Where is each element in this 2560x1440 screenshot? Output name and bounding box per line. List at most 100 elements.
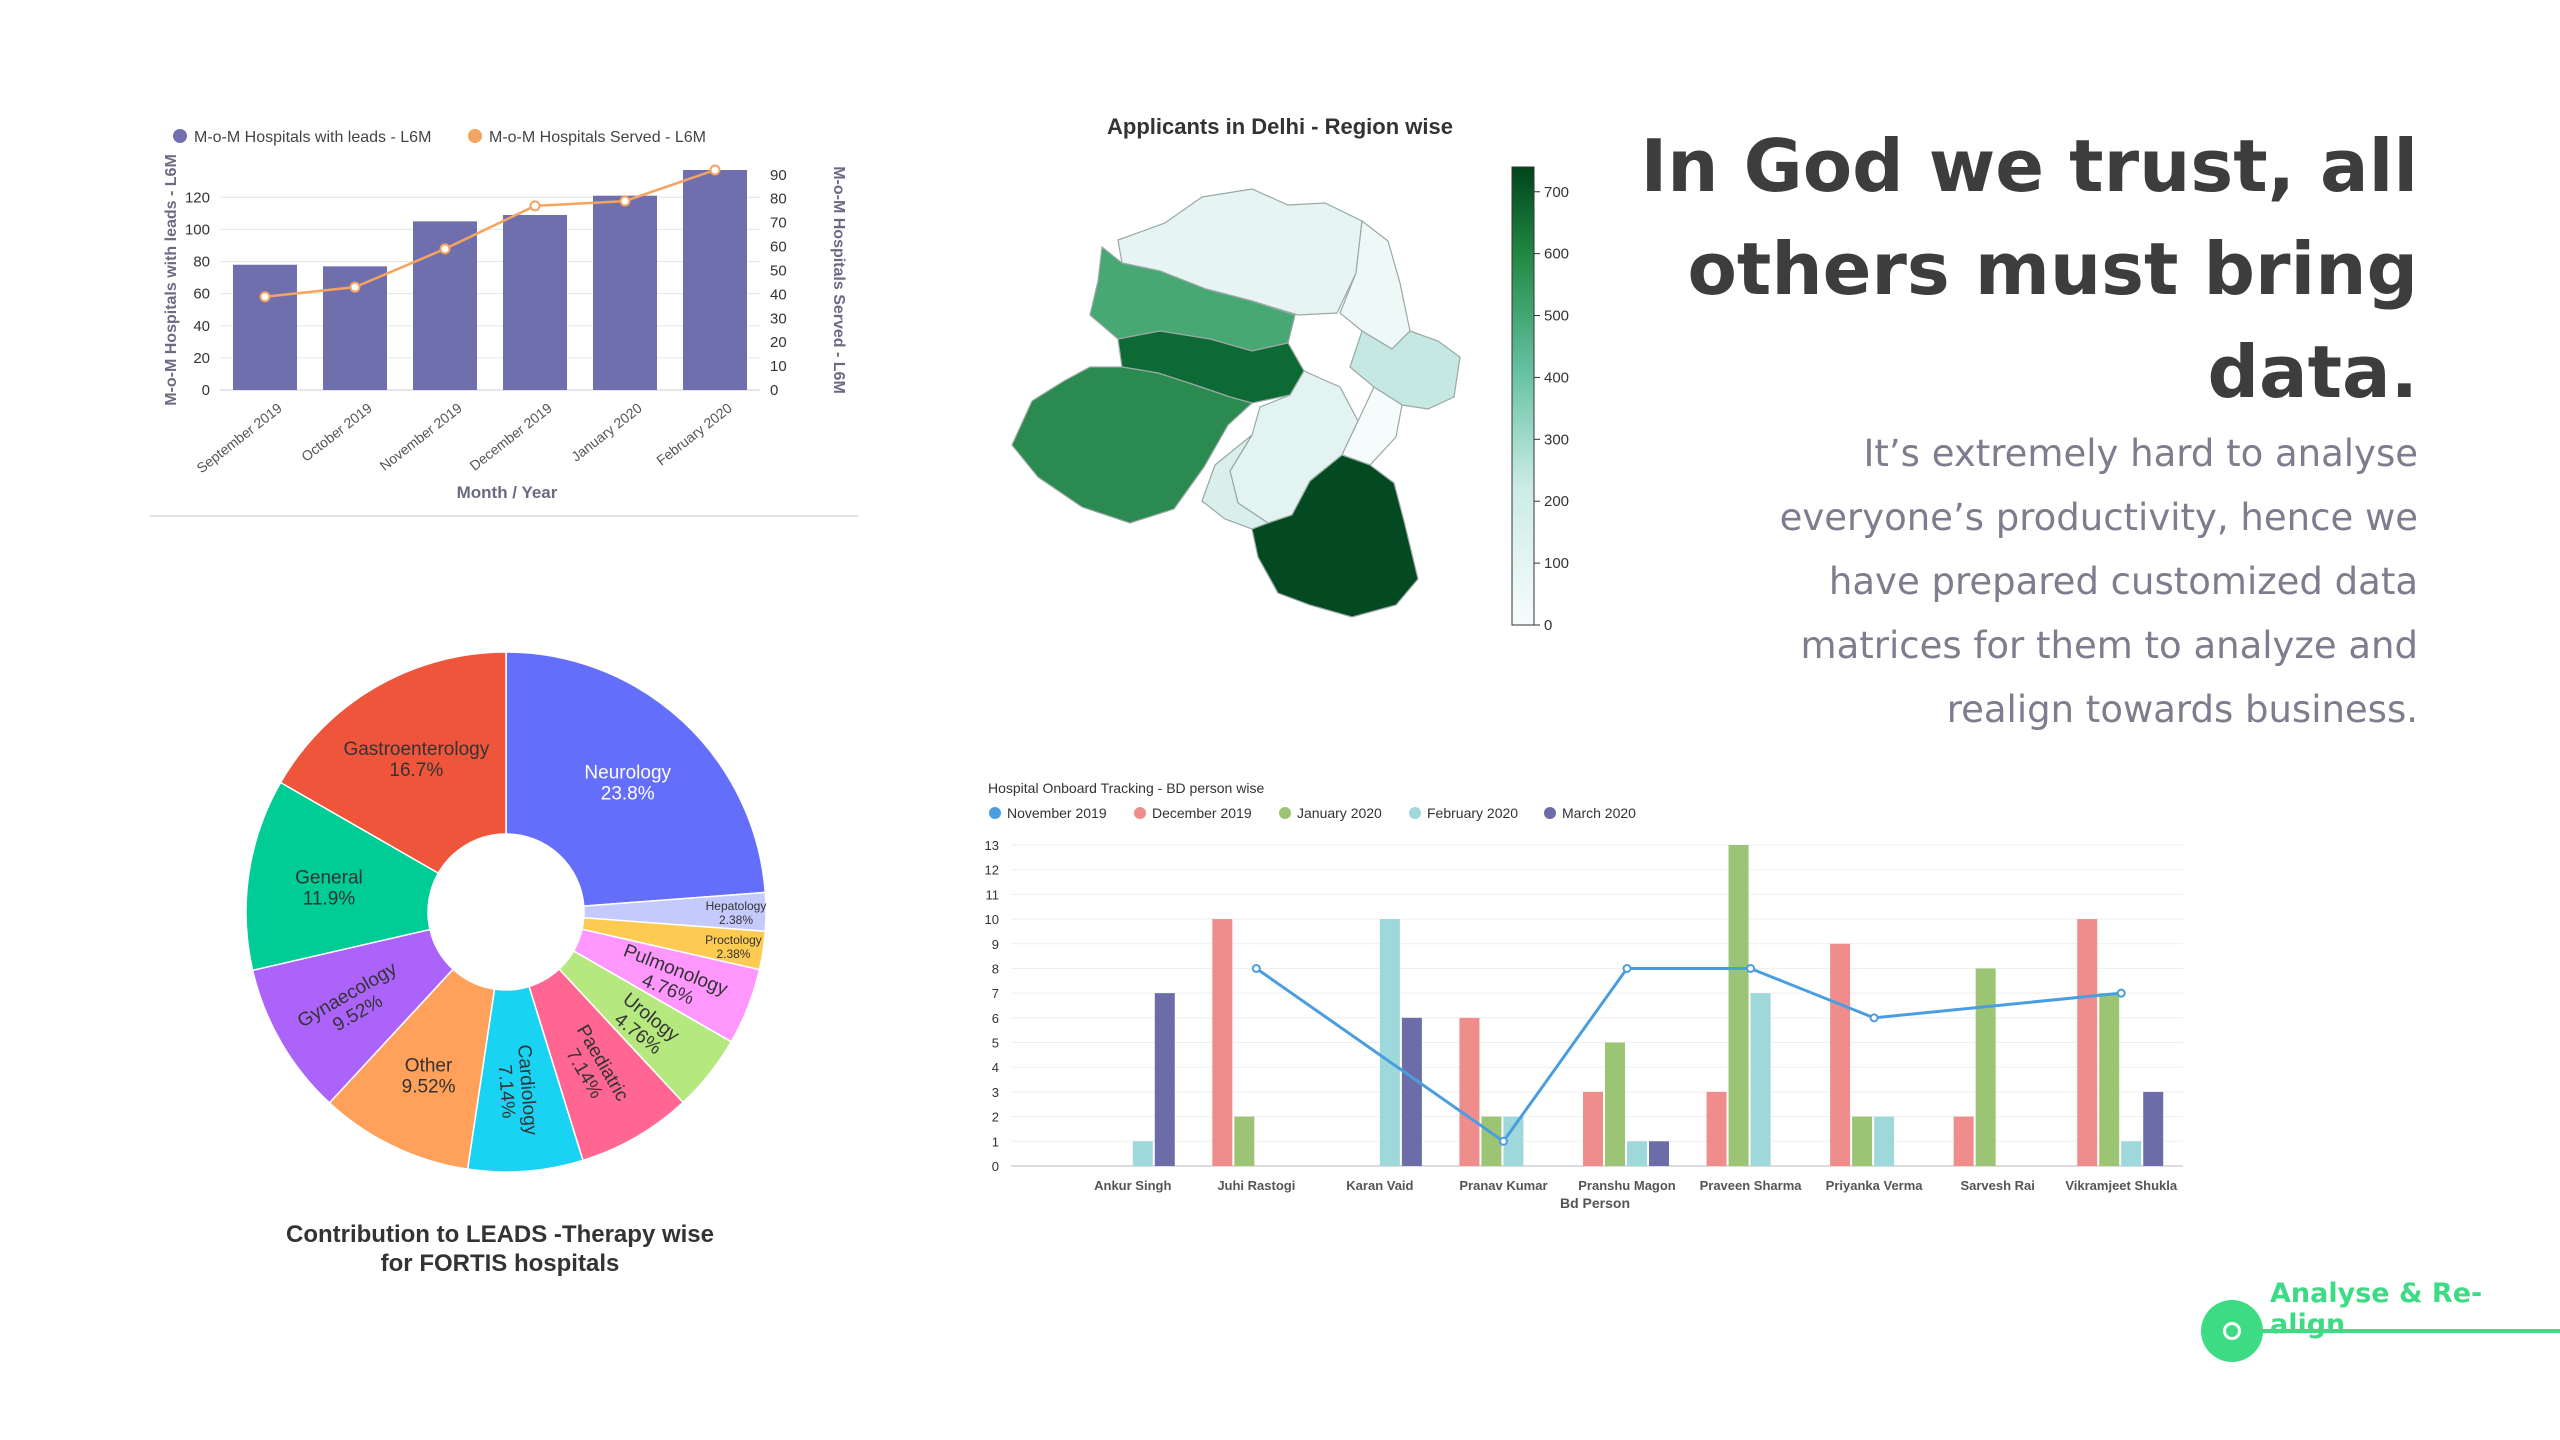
slice-label: Neurology <box>584 763 671 784</box>
bar-january-2020 <box>2099 993 2120 1166</box>
y2-axis-title: M-o-M Hospitals Served - L6M <box>830 166 847 394</box>
y-tick-label: 8 <box>992 961 999 976</box>
donut-caption-line-1: Contribution to LEADS -Therapy wise <box>285 1221 714 1248</box>
bar-december-2019 <box>2077 919 2098 1166</box>
bar-march-2020 <box>1649 1141 1669 1166</box>
y-tick-label: 9 <box>992 937 999 952</box>
legend-marker-1 <box>989 807 1001 819</box>
colorbar-tick-label: 200 <box>1544 493 1569 510</box>
served-point <box>709 164 721 176</box>
y-tick-label: 11 <box>986 887 1000 902</box>
y-tick-label: 10 <box>985 912 999 927</box>
slice-percent: 2.38% <box>719 913 753 927</box>
legend-label-3: January 2020 <box>1297 805 1382 821</box>
y2-tick-label: 90 <box>770 167 787 184</box>
bar-december-2019 <box>1212 919 1233 1166</box>
y-tick-label: 6 <box>992 1011 999 1026</box>
y-tick-label: 7 <box>992 986 999 1001</box>
bar-january-2020 <box>1728 845 1749 1166</box>
november-point <box>2116 988 2126 998</box>
legend-marker-4 <box>1409 807 1421 819</box>
legend-label-2: M-o-M Hospitals Served - L6M <box>489 129 706 146</box>
legend-marker-2 <box>468 129 482 143</box>
november-point <box>1498 1136 1508 1146</box>
y-tick-label: 5 <box>992 1036 999 1051</box>
slice-percent: 11.9% <box>303 889 356 910</box>
slice-label: Other <box>405 1055 453 1076</box>
y2-tick-label: 0 <box>770 382 778 399</box>
donut-caption: Contribution to LEADS -Therapy wise for … <box>220 1220 780 1278</box>
y-tick-label: 12 <box>985 863 999 878</box>
legend-label-1: November 2019 <box>1007 805 1107 821</box>
footer-line <box>2230 1329 2560 1333</box>
y2-tick-label: 20 <box>770 334 787 351</box>
subtext-paragraph: It’s extremely hard to analyse everyone’… <box>1779 432 2418 731</box>
colorbar <box>1511 166 1535 626</box>
bar-january-2020 <box>1852 1116 1873 1166</box>
x-tick-label: Karan Vaid <box>1346 1178 1413 1193</box>
slice-label: Gastroenterology <box>343 739 489 760</box>
bar-february-2020 <box>683 170 747 390</box>
colorbar-tick-label: 500 <box>1544 308 1569 325</box>
bar-september-2019 <box>233 264 297 390</box>
map-region-7 <box>1349 330 1461 410</box>
served-point <box>439 243 451 255</box>
footer-label: Analyse & Re-align <box>2270 1278 2483 1340</box>
bar-december-2019 <box>1583 1091 1603 1166</box>
colorbar-tick-label: 400 <box>1544 369 1569 386</box>
colorbar-tick-label: 600 <box>1544 246 1569 263</box>
x-tick-label: Priyanka Verma <box>1826 1178 1924 1193</box>
bar-february-2020 <box>1503 1116 1524 1166</box>
y-tick-label: 20 <box>193 350 210 367</box>
slice-percent: 9.52% <box>402 1076 456 1097</box>
bar-january-2020 <box>1234 1116 1255 1166</box>
x-tick-label: Ankur Singh <box>1094 1178 1171 1193</box>
colorbar-tick-label: 0 <box>1544 617 1552 634</box>
y2-tick-label: 70 <box>770 215 787 232</box>
bar-january-2020 <box>1605 1042 1625 1166</box>
slice-gynaecology <box>251 928 455 1104</box>
slice-percent: 2.38% <box>716 947 750 961</box>
map-region-5 <box>1011 366 1254 524</box>
legend-label-5: March 2020 <box>1562 805 1636 821</box>
y-tick-label: 3 <box>992 1085 999 1100</box>
x-tick-label: Sarvesh Rai <box>1960 1178 2034 1193</box>
x-tick-label: Juhi Rastogi <box>1217 1178 1295 1193</box>
y-tick-label: 4 <box>992 1060 999 1075</box>
november-point <box>1622 963 1632 973</box>
map-region-10 <box>1201 434 1270 530</box>
x-tick-label: December 2019 <box>466 400 555 474</box>
y-tick-label: 100 <box>185 221 210 238</box>
y2-tick-label: 10 <box>770 358 787 375</box>
served-line <box>264 168 716 298</box>
x-tick-label: November 2019 <box>376 400 465 474</box>
x-tick-label: February 2020 <box>653 400 735 469</box>
y2-tick-label: 60 <box>770 239 787 256</box>
bar-february-2020 <box>1627 1141 1647 1166</box>
bar-march-2020 <box>1401 1017 1422 1166</box>
y-axis-title: M-o-M Hospitals with leads - L6M <box>163 154 180 406</box>
bar-december-2019 <box>1459 1017 1480 1166</box>
mom-hospitals-chart: M-o-M Hospitals with leads - L6M M-o-M Ho… <box>150 129 858 517</box>
bar-january-2020 <box>1481 1116 1502 1166</box>
bar-january-2020 <box>1975 968 1996 1166</box>
x-tick-label: January 2020 <box>568 400 645 465</box>
colorbar-tick-label: 100 <box>1544 555 1569 572</box>
slice-other <box>328 968 496 1170</box>
legend-label-4: February 2020 <box>1427 805 1518 821</box>
y-tick-label: 0 <box>992 1159 999 1174</box>
x-tick-label: Praveen Sharma <box>1700 1178 1803 1193</box>
bar-december-2019 <box>1953 1116 1974 1166</box>
headline: In God we trust, all others must bring d… <box>1640 124 2418 414</box>
y2-tick-label: 80 <box>770 191 787 208</box>
legend-label-2: December 2019 <box>1152 805 1252 821</box>
slice-label: Proctology <box>705 933 762 947</box>
y-tick-label: 120 <box>185 189 210 206</box>
november-point <box>1746 963 1756 973</box>
november-point <box>1251 963 1261 973</box>
slice-percent: 7.14% <box>494 1064 519 1119</box>
bar-february-2020 <box>2121 1141 2142 1166</box>
served-point <box>349 281 361 293</box>
slice-percent: 23.8% <box>601 784 655 805</box>
footer-dot-icon[interactable] <box>2201 1300 2263 1362</box>
